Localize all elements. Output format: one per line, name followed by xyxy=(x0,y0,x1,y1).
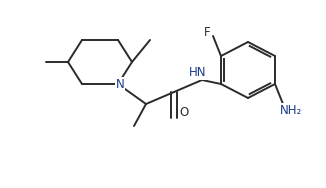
Text: HN: HN xyxy=(189,67,207,80)
Text: O: O xyxy=(179,105,189,118)
Text: NH₂: NH₂ xyxy=(280,104,302,117)
Text: N: N xyxy=(116,77,125,90)
Text: F: F xyxy=(204,26,210,39)
